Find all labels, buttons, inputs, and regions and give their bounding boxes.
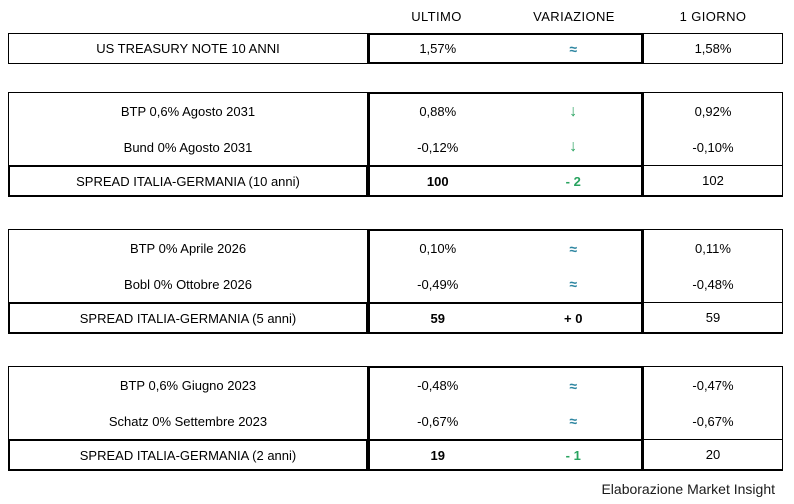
giorno-value: 0,92% xyxy=(694,103,732,119)
spread-ultimo-value: 59 xyxy=(430,310,445,326)
giorno-value: -0,47% xyxy=(692,377,734,393)
spread-giorno-value: 20 xyxy=(643,439,783,471)
attribution-text: Elaborazione Market Insight xyxy=(601,481,775,497)
column-header-1-giorno: 1 GIORNO xyxy=(679,9,747,24)
column-header-ultimo: ULTIMO xyxy=(411,9,462,24)
variation-approx-icon: ≈ xyxy=(569,240,578,257)
ultimo-value: -0,49% xyxy=(417,276,459,292)
spread-ultimo-value: 19 xyxy=(430,447,445,463)
ultimo-value: -0,48% xyxy=(417,378,459,394)
column-header-variazione: VARIAZIONE xyxy=(533,9,615,24)
variation-approx-icon: ≈ xyxy=(569,40,578,57)
variation-down-arrow-icon: ↓ xyxy=(569,138,578,156)
row-label-btp-2023: BTP 0,6% Giugno 2023 xyxy=(119,377,257,393)
variation-approx-icon: ≈ xyxy=(569,377,578,394)
spread-label-10-anni: SPREAD ITALIA-GERMANIA (10 anni) xyxy=(8,165,368,197)
section-2-anni: BTP 0,6% Giugno 2023 Schatz 0% Settembre… xyxy=(8,366,794,471)
giorno-value: 1,58% xyxy=(643,33,783,64)
spread-variation-value: - 2 xyxy=(565,173,581,189)
row-label-bund-2031: Bund 0% Agosto 2031 xyxy=(123,139,253,155)
ultimo-value: 0,88% xyxy=(419,104,457,120)
spread-giorno-value: 102 xyxy=(643,165,783,197)
row-label-bobl-2026: Bobl 0% Ottobre 2026 xyxy=(124,276,252,292)
row-label-us-treasury: US TREASURY NOTE 10 ANNI xyxy=(8,33,368,64)
row-label-btp-2026: BTP 0% Aprile 2026 xyxy=(129,240,247,256)
giorno-value: -0,67% xyxy=(692,413,734,429)
spread-label-5-anni: SPREAD ITALIA-GERMANIA (5 anni) xyxy=(8,302,368,334)
variation-approx-icon: ≈ xyxy=(569,276,578,293)
spread-giorno-value: 59 xyxy=(643,302,783,334)
row-label-btp-2031: BTP 0,6% Agosto 2031 xyxy=(120,103,256,119)
spread-label-2-anni: SPREAD ITALIA-GERMANIA (2 anni) xyxy=(8,439,368,471)
ultimo-value: 0,10% xyxy=(419,241,457,257)
ultimo-value: -0,67% xyxy=(417,413,459,429)
section-10-anni: BTP 0,6% Agosto 2031 Bund 0% Agosto 2031… xyxy=(8,92,794,197)
giorno-value: -0,10% xyxy=(692,139,734,155)
spread-ultimo-value: 100 xyxy=(426,173,449,189)
section-5-anni: BTP 0% Aprile 2026 Bobl 0% Ottobre 2026 … xyxy=(8,229,794,334)
section-us-treasury: US TREASURY NOTE 10 ANNI 1,57% ≈ 1,58% xyxy=(8,33,794,64)
spread-variation-value: - 1 xyxy=(565,447,581,463)
row-label-schatz-2023: Schatz 0% Settembre 2023 xyxy=(108,413,268,429)
ultimo-value: 1,57% xyxy=(419,41,457,56)
table-header: ULTIMO VARIAZIONE 1 GIORNO xyxy=(0,0,794,33)
spread-variation-value: + 0 xyxy=(564,310,583,326)
variation-approx-icon: ≈ xyxy=(569,413,578,430)
giorno-value: -0,48% xyxy=(692,276,734,292)
variation-down-arrow-icon: ↓ xyxy=(569,102,578,120)
giorno-value: 0,11% xyxy=(695,240,731,256)
ultimo-value: -0,12% xyxy=(417,139,459,155)
